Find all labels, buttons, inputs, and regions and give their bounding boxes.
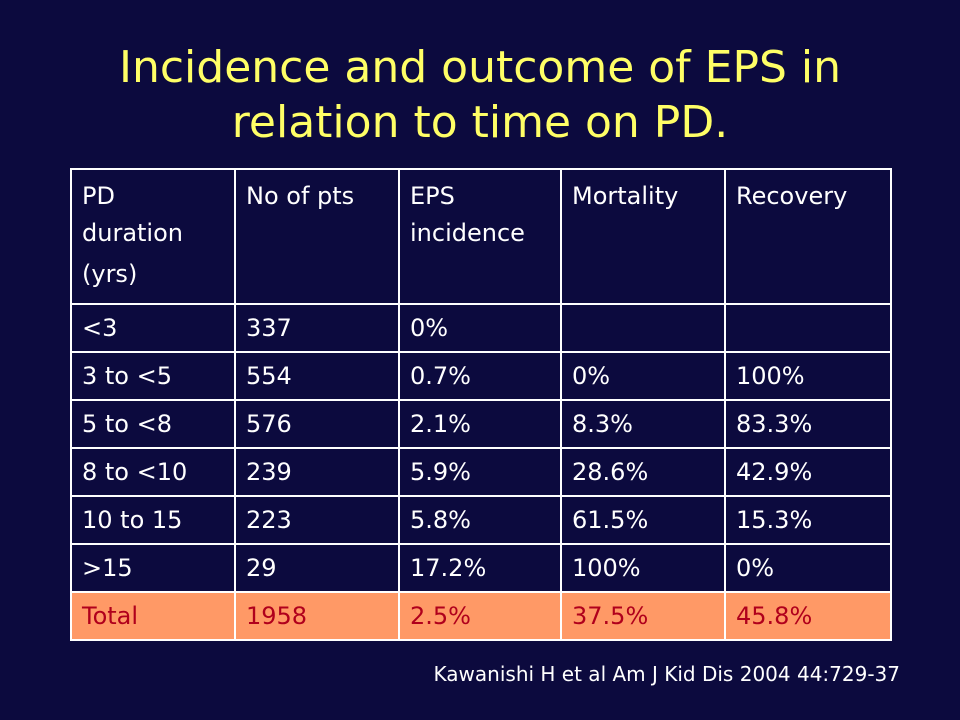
cell-pts: 223 [234, 495, 400, 545]
total-mortality: 37.5% [560, 591, 726, 641]
header-mortality: Mortality [560, 168, 726, 305]
total-incidence: 2.5% [398, 591, 562, 641]
cell-pts: 29 [234, 543, 400, 593]
cell-pts: 554 [234, 351, 400, 401]
cell-pts: 239 [234, 447, 400, 497]
cell-duration: 8 to <10 [70, 447, 236, 497]
cell-recovery [724, 303, 892, 353]
table-header-row: PD duration (yrs) No of pts EPS incidenc… [70, 168, 892, 305]
total-duration: Total [70, 591, 236, 641]
table-row: 5 to <8 576 2.1% 8.3% 83.3% [70, 399, 892, 449]
cell-mortality: 0% [560, 351, 726, 401]
cell-recovery: 100% [724, 351, 892, 401]
cell-mortality: 100% [560, 543, 726, 593]
cell-incidence: 5.8% [398, 495, 562, 545]
total-recovery: 45.8% [724, 591, 892, 641]
header-pd-duration: PD duration (yrs) [70, 168, 236, 305]
cell-mortality: 28.6% [560, 447, 726, 497]
header-recovery: Recovery [724, 168, 892, 305]
cell-incidence: 0% [398, 303, 562, 353]
table-row: 10 to 15 223 5.8% 61.5% 15.3% [70, 495, 892, 545]
cell-recovery: 0% [724, 543, 892, 593]
header-no-of-pts: No of pts [234, 168, 400, 305]
cell-duration: 3 to <5 [70, 351, 236, 401]
citation: Kawanishi H et al Am J Kid Dis 2004 44:7… [433, 662, 900, 686]
cell-recovery: 42.9% [724, 447, 892, 497]
cell-incidence: 17.2% [398, 543, 562, 593]
table-total-row: Total 1958 2.5% 37.5% 45.8% [70, 591, 892, 641]
cell-recovery: 15.3% [724, 495, 892, 545]
cell-pts: 576 [234, 399, 400, 449]
table-row: >15 29 17.2% 100% 0% [70, 543, 892, 593]
slide-title-line-1: Incidence and outcome of EPS in [118, 42, 842, 93]
table-row: 3 to <5 554 0.7% 0% 100% [70, 351, 892, 401]
header-eps-incidence: EPS incidence [398, 168, 562, 305]
cell-incidence: 2.1% [398, 399, 562, 449]
cell-incidence: 5.9% [398, 447, 562, 497]
cell-pts: 337 [234, 303, 400, 353]
cell-mortality [560, 303, 726, 353]
cell-duration: >15 [70, 543, 236, 593]
eps-outcome-table: PD duration (yrs) No of pts EPS incidenc… [70, 168, 892, 641]
slide-title-line-2: relation to time on PD. [231, 97, 729, 148]
cell-mortality: 61.5% [560, 495, 726, 545]
table-row: <3 337 0% [70, 303, 892, 353]
cell-incidence: 0.7% [398, 351, 562, 401]
table-row: 8 to <10 239 5.9% 28.6% 42.9% [70, 447, 892, 497]
cell-mortality: 8.3% [560, 399, 726, 449]
cell-recovery: 83.3% [724, 399, 892, 449]
cell-duration: 10 to 15 [70, 495, 236, 545]
cell-duration: 5 to <8 [70, 399, 236, 449]
slide-title: Incidence and outcome of EPS in relation… [0, 40, 960, 150]
total-pts: 1958 [234, 591, 400, 641]
cell-duration: <3 [70, 303, 236, 353]
